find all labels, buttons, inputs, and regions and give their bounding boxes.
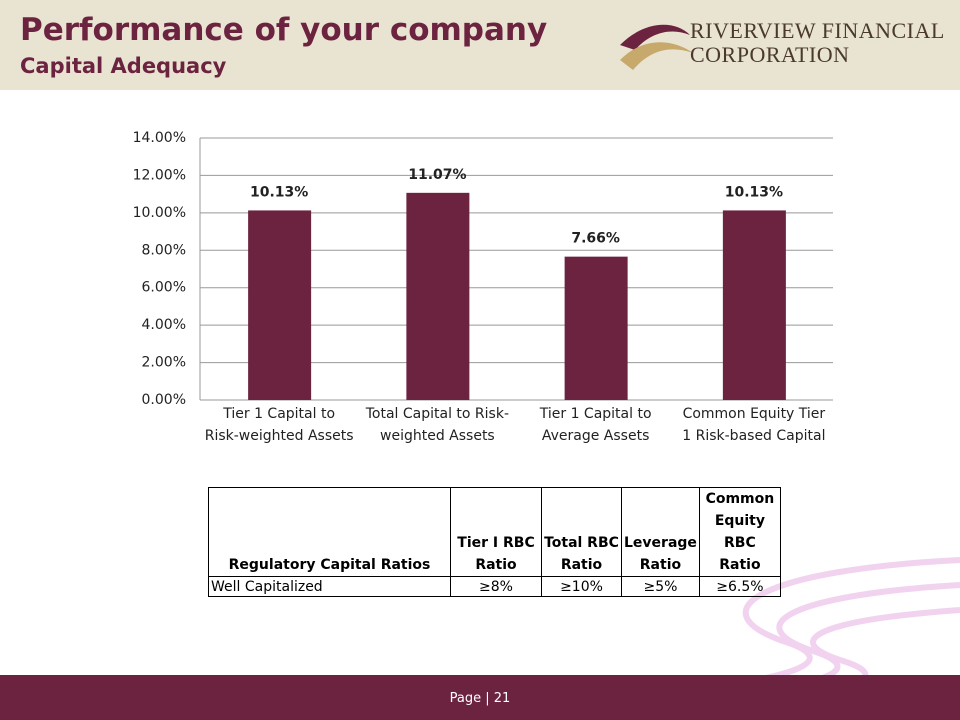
y-tick-label: 14.00% [133,130,186,146]
header-cell: Common Equity RBC Ratio [698,487,781,577]
cell: ≥6.5% [698,576,781,597]
data-label: 11.07% [408,167,466,183]
y-tick-label: 2.00% [142,355,186,371]
bar [722,210,786,400]
y-tick-label: 12.00% [133,167,186,183]
x-tick-label: Tier 1 Capital to Risk-weighted Assets [204,406,354,444]
data-label: 10.13% [250,184,308,200]
chart: 0.00% 2.00% 4.00% 6.00% 8.00% 10.00% 12.00% 14.… [133,130,833,408]
cell: ≥10% [541,576,622,597]
bar [406,192,470,400]
y-tick-label: 4.00% [142,317,186,333]
bar [248,210,312,400]
slide-subtitle: Capital Adequacy [20,54,227,78]
y-tick-label: 0.00% [142,392,186,408]
cell: ≥8% [450,576,542,597]
slide-title: Performance of your company [20,12,548,48]
y-tick-label: 8.00% [142,242,186,258]
ratio-table: Regulatory Capital Ratios Tier I RBC Rat… [208,487,781,597]
logo-mark [620,24,693,70]
x-tick-label: Common Equity Tier 1 Risk-based Capital [682,406,826,444]
header-cell: Tier I RBC Ratio [450,487,542,577]
header-band: Performance of your company Capital Adeq… [0,0,960,90]
header-cell: Total RBC Ratio [541,487,622,577]
footer-band: Page | 21 [0,675,960,720]
table-header: Regulatory Capital Ratios Tier I RBC Rat… [208,487,781,577]
x-tick-label: Total Capital to Risk-weighted Assets [365,406,509,444]
y-tick-label: 10.00% [133,205,186,221]
y-tick-label: 6.00% [142,280,186,296]
header-cell: Regulatory Capital Ratios [208,487,451,577]
header-cell: Leverage Ratio [621,487,700,577]
data-label: 7.66% [571,231,620,247]
page-number: Page | 21 [449,691,511,706]
x-tick-label: Tier 1 Capital to Average Assets [539,406,652,444]
cell: ≥5% [621,576,700,597]
logo-text: RIVERVIEW FINANCIAL [690,18,945,43]
data-label: 10.13% [725,184,783,200]
table-row: Well Capitalized ≥8% ≥10% ≥5% ≥6.5% [208,576,781,597]
bar [564,256,628,400]
logo-text: CORPORATION [690,42,850,67]
cell: Well Capitalized [208,576,451,597]
